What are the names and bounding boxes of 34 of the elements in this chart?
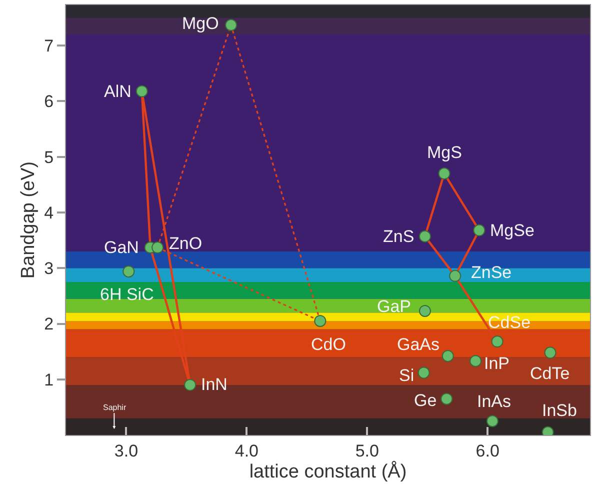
annotation: InP xyxy=(484,354,510,373)
annotation: GaN xyxy=(104,238,139,257)
annotation: Saphir xyxy=(103,403,126,412)
x-tick-label: 3.0 xyxy=(114,441,138,460)
x-tick-label: 5.0 xyxy=(355,441,379,460)
x-axis-title: lattice constant (Å) xyxy=(249,460,407,482)
annotation: Ge xyxy=(414,391,437,410)
y-tick-label: 4 xyxy=(44,203,54,222)
annotation: InN xyxy=(201,375,228,394)
annotation: ZnS xyxy=(383,227,414,246)
y-tick-label: 3 xyxy=(44,259,54,278)
y-tick-label: 6 xyxy=(44,92,54,112)
x-tick-label: 6.0 xyxy=(476,441,500,460)
y-tick-label: 1 xyxy=(44,370,54,390)
annotation: InAs xyxy=(477,392,512,411)
annotation: MgS xyxy=(427,143,462,162)
y-tick-label: 2 xyxy=(44,314,54,334)
annotation: MgO xyxy=(182,14,219,33)
annotation: AlN xyxy=(104,82,132,101)
annotation: ZnSe xyxy=(471,263,512,282)
annotation: CdO xyxy=(311,335,346,354)
annotation: GaP xyxy=(377,297,412,316)
annotation: Si xyxy=(399,366,414,385)
annotation: GaAs xyxy=(397,335,440,354)
annotation: InSb xyxy=(542,401,577,420)
annotation: 6H SiC xyxy=(100,285,154,304)
annotation: CdTe xyxy=(530,364,570,383)
y-tick-label: 7 xyxy=(44,36,54,56)
annotation: CdSe xyxy=(488,313,531,332)
x-tick-label: 4.0 xyxy=(234,441,259,460)
y-axis-title: Bandgap (eV) xyxy=(18,161,39,279)
annotation: MgSe xyxy=(490,221,534,240)
y-tick-label: 5 xyxy=(44,148,54,167)
annotation: ZnO xyxy=(169,234,202,253)
